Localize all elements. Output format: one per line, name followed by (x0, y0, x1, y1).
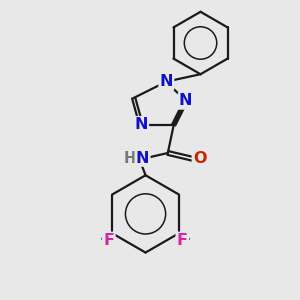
Text: O: O (193, 152, 206, 166)
Text: N: N (136, 151, 149, 166)
Text: N: N (160, 74, 173, 89)
Text: N: N (179, 94, 192, 109)
Text: F: F (177, 233, 188, 248)
Text: N: N (134, 117, 148, 132)
Text: F: F (103, 233, 114, 248)
Text: H: H (124, 151, 136, 166)
